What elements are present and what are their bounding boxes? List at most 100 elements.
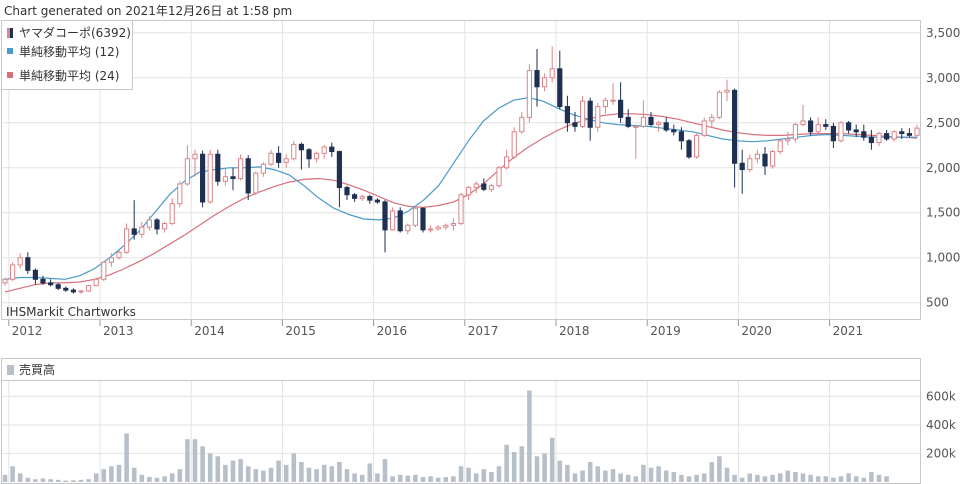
candle [2, 277, 8, 286]
volume-bar [861, 477, 867, 482]
x-axis: 2012 2013 2014 2015 2016 2017 2018 2019 2020 2021 [8, 320, 863, 338]
candle [283, 154, 289, 168]
volume-bar [466, 467, 471, 482]
volume-bar [793, 472, 798, 482]
candle [610, 83, 616, 105]
candle [450, 218, 456, 231]
candle [184, 145, 190, 186]
volume-bar [504, 444, 509, 482]
candle [86, 284, 92, 292]
candle [519, 111, 525, 134]
volume-bar [739, 477, 745, 482]
price-tick-label: 1,000 [926, 251, 960, 265]
volume-bar [337, 462, 342, 482]
candle [868, 129, 874, 150]
candle [526, 64, 532, 123]
candle [397, 207, 403, 233]
candle [306, 147, 312, 168]
candle [534, 48, 540, 107]
candle [754, 149, 760, 164]
candle [876, 131, 882, 147]
candle [724, 79, 730, 102]
candle-icon [7, 28, 13, 38]
volume-bar [405, 475, 411, 482]
volume-bar [648, 467, 654, 482]
candle [352, 192, 358, 202]
volume-bar [276, 460, 281, 482]
candle [747, 154, 753, 173]
volume-bar [595, 466, 601, 482]
volume-bar [10, 466, 15, 482]
candle [549, 46, 555, 83]
price-tick-label: 1,500 [926, 206, 960, 220]
volume-bar [207, 453, 213, 482]
volume-bar [496, 466, 502, 482]
candle [222, 167, 228, 186]
volume-bar [245, 466, 251, 482]
volume-bar [169, 473, 175, 482]
volume-bar [800, 473, 806, 482]
line-icon-red [7, 72, 13, 78]
volume-bar [663, 470, 669, 482]
volume-bar [367, 463, 373, 482]
volume-bar [238, 459, 243, 482]
candle [678, 127, 684, 150]
candle [291, 140, 297, 161]
volume-bar [656, 466, 661, 482]
volume-bar [694, 474, 699, 482]
candle [215, 149, 221, 186]
volume-bar [777, 473, 783, 482]
candle [298, 142, 304, 170]
volume-bar [549, 437, 555, 482]
candle [716, 90, 722, 120]
candle [511, 127, 517, 159]
volume-bar [443, 477, 449, 482]
year-tick-label: 2016 [377, 324, 408, 338]
candle [899, 128, 905, 139]
volume-bar [808, 474, 813, 482]
candle [428, 225, 434, 233]
candle [602, 97, 608, 114]
volume-bar [2, 474, 8, 482]
candle [846, 120, 852, 134]
volume-grid [2, 381, 920, 483]
volume-bar [876, 474, 882, 482]
price-candles [2, 46, 920, 294]
volume-bar [200, 446, 205, 482]
candle [458, 192, 464, 226]
volume-bar [230, 460, 236, 482]
candle [253, 171, 259, 195]
candle [481, 178, 487, 192]
candle [336, 150, 342, 208]
candle [686, 138, 692, 159]
year-tick-label: 2020 [741, 324, 772, 338]
volume-bar [724, 467, 730, 482]
volume-bar [846, 473, 851, 482]
volume-bar [458, 466, 464, 482]
volume-bar [177, 469, 183, 482]
volume-bar [352, 473, 357, 482]
volume-bar [565, 464, 570, 482]
volume-bar [884, 476, 889, 482]
volume-bar [701, 473, 707, 482]
volume-bar [329, 466, 335, 482]
volume-bar [131, 467, 137, 482]
candle [762, 147, 768, 175]
volume-bar [709, 462, 715, 482]
candle [260, 162, 266, 177]
volume-bar [283, 464, 289, 482]
volume-bar [747, 473, 753, 482]
volume-bar [557, 460, 563, 482]
candle [815, 117, 821, 134]
volume-bar [86, 479, 91, 482]
volume-bar [869, 472, 874, 482]
volume-bar [375, 473, 380, 482]
volume-bar [686, 476, 692, 482]
candle [200, 150, 206, 208]
line-icon-blue [7, 48, 13, 54]
volume-bar [78, 479, 84, 482]
volume-bar [223, 464, 228, 482]
volume-bar [580, 470, 585, 482]
volume-bar [732, 474, 737, 482]
volume-bar [185, 439, 190, 482]
